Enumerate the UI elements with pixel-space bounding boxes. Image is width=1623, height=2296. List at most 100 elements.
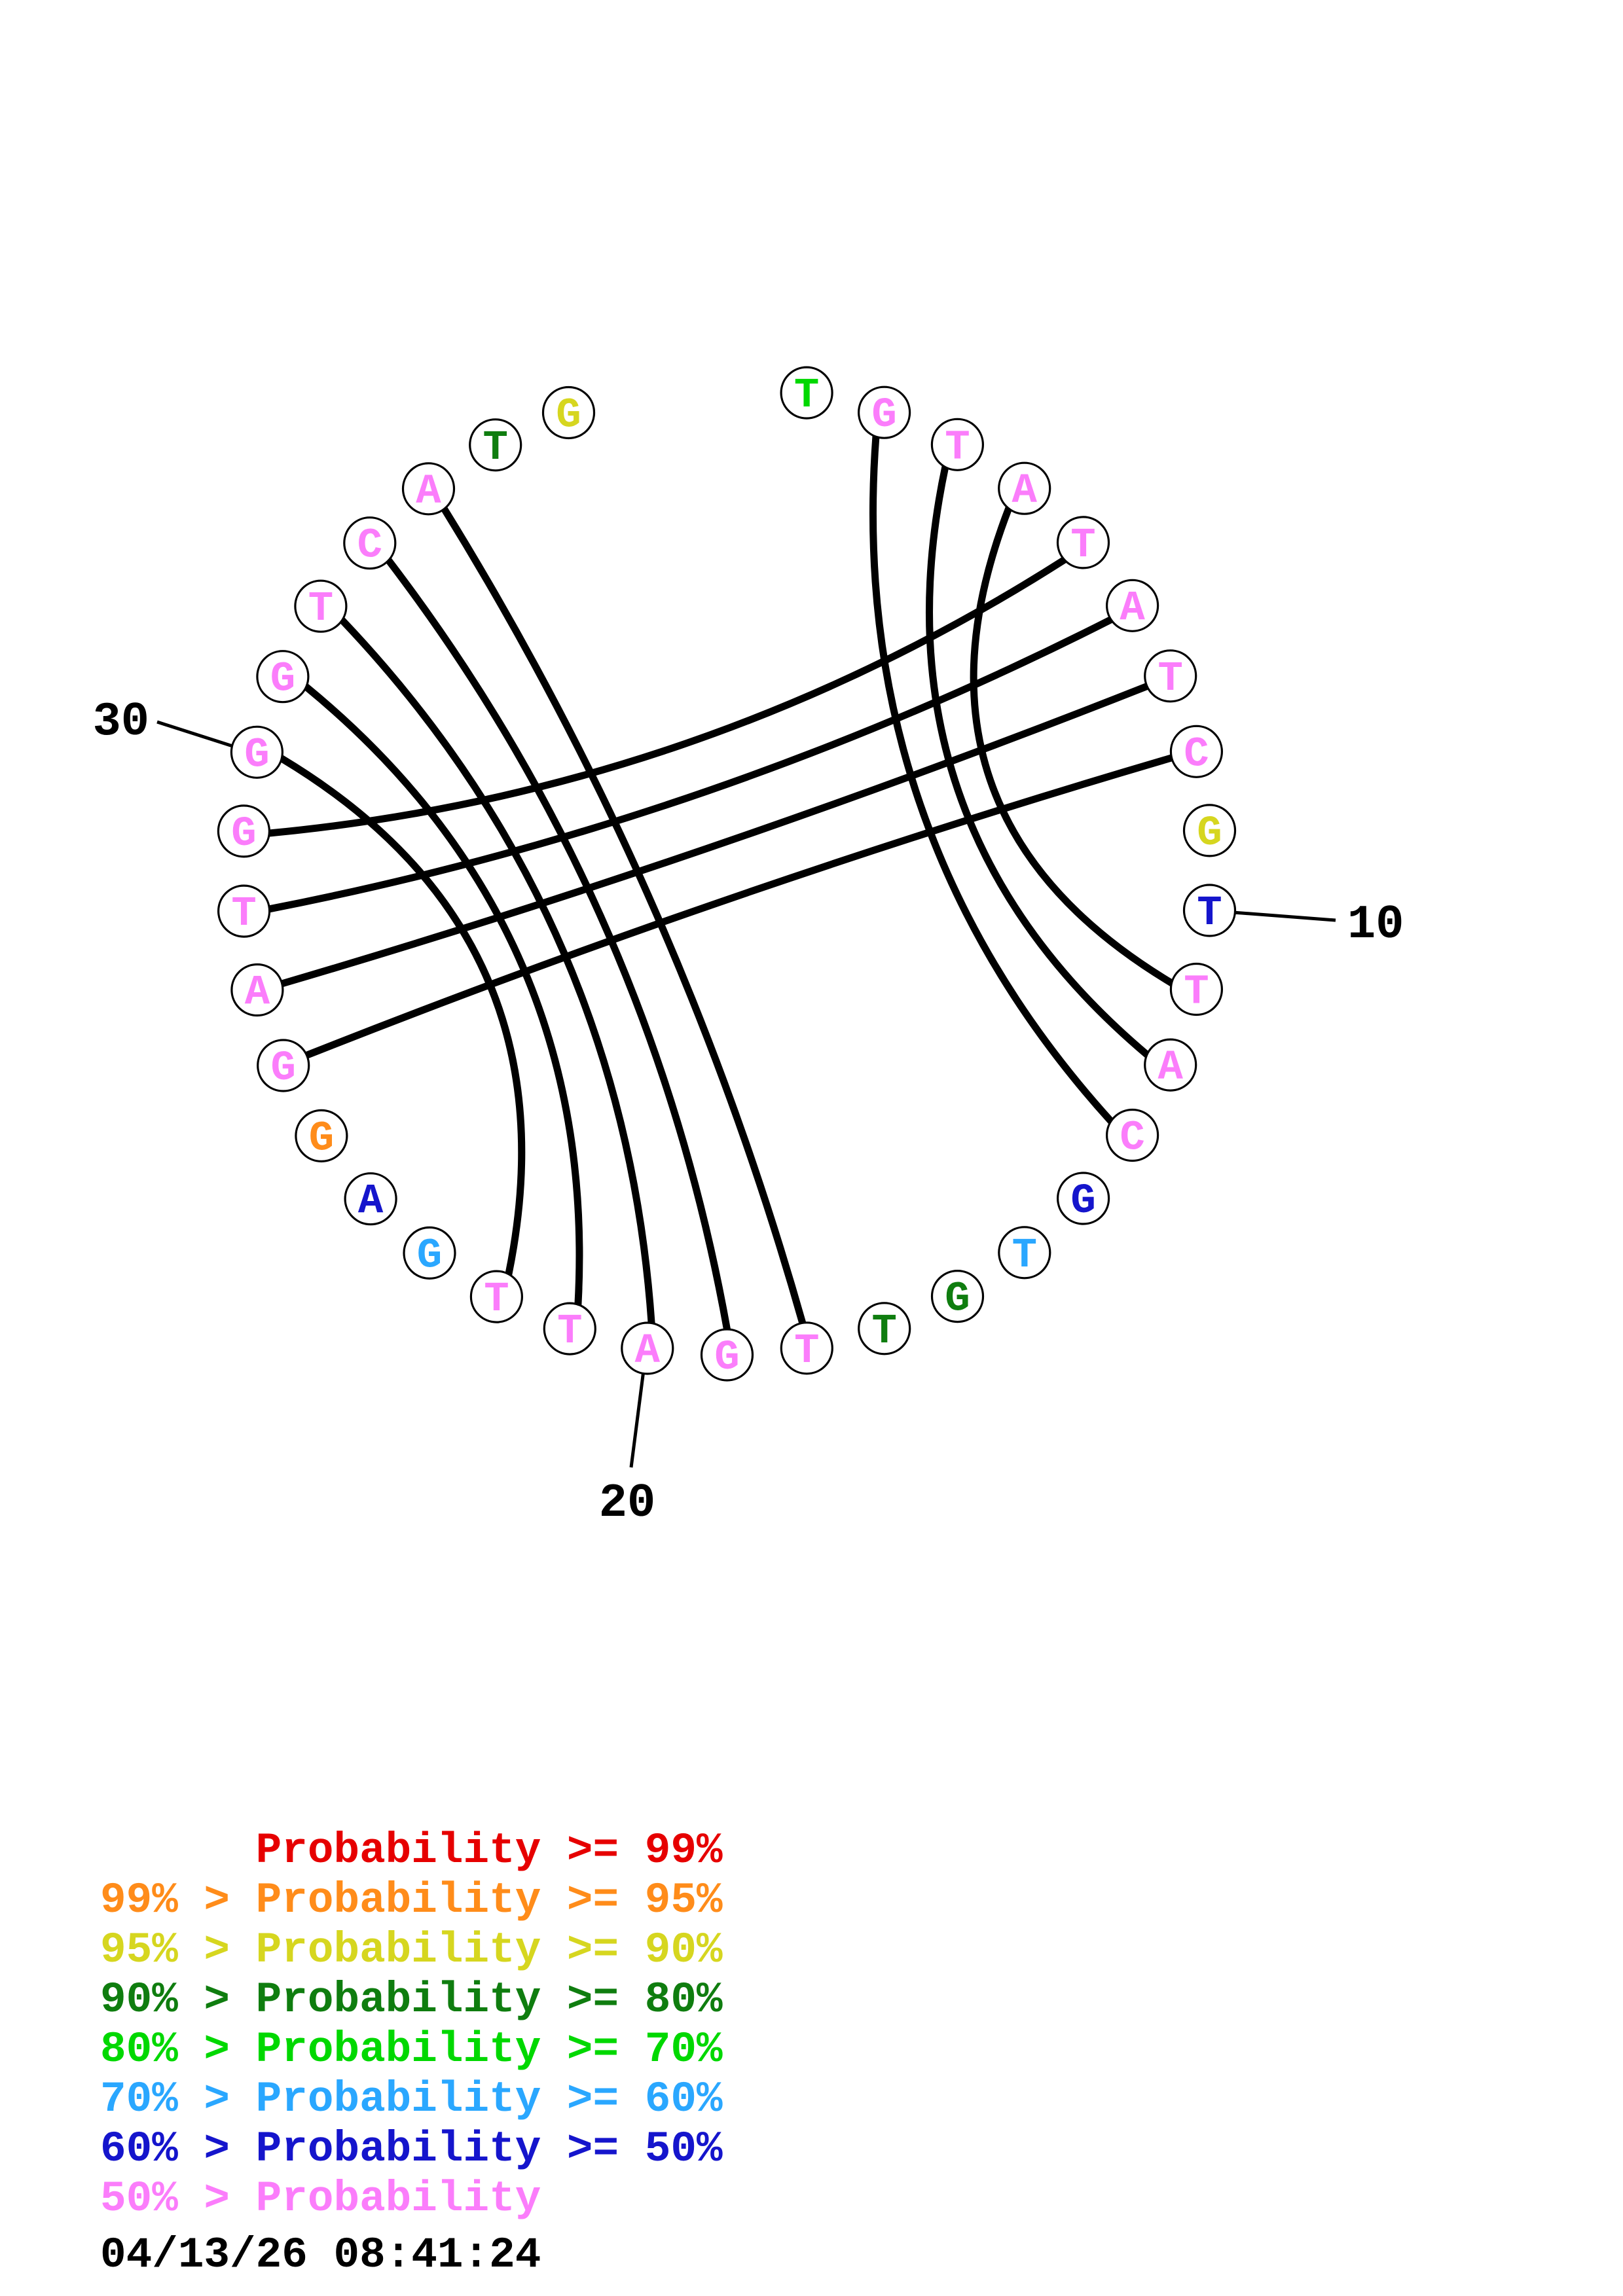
tick-line — [156, 720, 233, 748]
base-pair-chord — [441, 505, 807, 1327]
nucleotide-circle — [343, 516, 397, 570]
base-pair-chord — [970, 505, 1176, 987]
nucleotide-base: T — [794, 1328, 819, 1375]
nucleotide-base: G — [309, 1115, 334, 1162]
nucleotide-circle — [930, 1269, 985, 1323]
base-pair-chord — [338, 617, 655, 1327]
nucleotide-base: T — [1197, 890, 1222, 937]
position-label: 10 — [1347, 898, 1404, 952]
nucleotide-circle — [998, 461, 1051, 515]
nucleotide-circle — [1169, 962, 1224, 1016]
nucleotide-base: A — [1120, 585, 1145, 632]
nucleotide-base: C — [357, 523, 382, 570]
legend-line: 50% > Probability — [100, 2174, 541, 2223]
nucleotide-circle — [1182, 804, 1237, 857]
nucleotide-base: G — [270, 656, 295, 704]
nucleotide-base: A — [635, 1328, 661, 1375]
base-pair-chord — [385, 556, 731, 1333]
nucleotide-circle — [1105, 1108, 1159, 1162]
nucleotide-base: T — [231, 891, 256, 938]
nucleotide-circle — [998, 1226, 1051, 1280]
legend-line: 90% > Probability >= 80% — [100, 1975, 723, 2024]
nucleotide-circle — [780, 1321, 833, 1375]
nucleotide-base: C — [1184, 731, 1209, 778]
nucleotide-base: T — [308, 586, 333, 633]
nucleotide-base: T — [945, 424, 970, 471]
nucleotide-base: G — [871, 392, 896, 439]
base-pair-chord — [278, 755, 526, 1278]
nucleotide-base: A — [1158, 1045, 1183, 1092]
nucleotide-base: A — [358, 1179, 384, 1226]
legend-line: 99% > Probability >= 95% — [100, 1876, 723, 1925]
position-label: 30 — [93, 695, 149, 749]
legend-line: 70% > Probability >= 60% — [100, 2075, 723, 2124]
base-pair-chord — [265, 556, 1068, 837]
nucleotide-base: T — [1184, 969, 1209, 1016]
nucleotide-circle — [1105, 579, 1159, 632]
nucleotide-base: A — [245, 970, 270, 1017]
nucleotide-base: T — [794, 372, 819, 420]
base-pair-chord — [302, 683, 583, 1308]
nucleotide-circle — [256, 650, 310, 704]
nucleotide-base: T — [557, 1308, 582, 1355]
legend-line: Probability >= 99% — [100, 1826, 723, 1875]
nucleotide-circle — [295, 1109, 348, 1163]
nucleotide-circle — [1144, 1038, 1197, 1092]
base-pair-chord — [302, 754, 1176, 1059]
base-pair-chord — [278, 683, 1151, 988]
nucleotide-circle — [469, 418, 522, 472]
nucleotide-base: T — [484, 1276, 509, 1323]
nucleotide-circle — [257, 1039, 310, 1092]
nucleotide-circle — [217, 884, 271, 938]
nucleotide-base: T — [483, 425, 507, 472]
nucleotide-base: G — [244, 732, 269, 779]
nucleotide-base: A — [1012, 468, 1037, 515]
nucleotide-base: G — [1197, 810, 1222, 857]
legend-line: 95% > Probability >= 90% — [100, 1926, 723, 1975]
nucleotide-circle — [541, 386, 596, 440]
nucleotide-circle — [469, 1270, 524, 1323]
probability-legend: Probability >= 99% 99% > Probability >= 9… — [100, 1826, 723, 2224]
nucleotide-base: G — [231, 811, 256, 858]
nucleotide-base: G — [945, 1276, 970, 1323]
nucleotide-circle — [543, 1302, 596, 1355]
nucleotide-circle — [217, 804, 270, 858]
nucleotide-base: G — [714, 1335, 739, 1382]
base-pair-chord — [925, 463, 1151, 1058]
nucleotide-circle — [780, 366, 833, 420]
nucleotide-circle — [344, 1172, 397, 1226]
nucleotide-base: T — [871, 1308, 896, 1355]
legend-line: 80% > Probability >= 70% — [100, 2025, 723, 2074]
nucleotide-circle — [1144, 649, 1197, 703]
nucleotide-circle — [621, 1321, 674, 1375]
tick-line — [629, 1373, 645, 1468]
nucleotide-base: G — [270, 1045, 295, 1092]
nucleotide-circle — [294, 579, 348, 633]
nucleotide-base: G — [1070, 1178, 1095, 1225]
nucleotide-base: T — [1012, 1232, 1037, 1280]
tick-line — [1235, 910, 1336, 922]
nucleotide-base: T — [1070, 522, 1095, 569]
nucleotide-circle — [230, 963, 284, 1017]
position-label: 20 — [599, 1477, 655, 1530]
legend-line: 60% > Probability >= 50% — [100, 2125, 723, 2174]
nucleotide-circle — [858, 1302, 911, 1355]
nucleotide-base: G — [417, 1232, 442, 1280]
base-pair-chord — [869, 433, 1115, 1125]
nucleotide-circle — [403, 1226, 456, 1280]
nucleotide-circle — [1056, 1172, 1110, 1225]
nucleotide-circle — [1182, 884, 1237, 937]
nucleotide-circle — [857, 386, 911, 439]
nucleotide-base: G — [556, 393, 581, 440]
nucleotide-circle — [930, 418, 985, 471]
nucleotide-circle — [1169, 725, 1224, 778]
nucleotide-circle — [401, 462, 456, 516]
nucleotide-circle — [1056, 516, 1110, 569]
nucleotide-base: T — [1158, 656, 1182, 703]
nucleotide-circle — [700, 1328, 754, 1382]
nucleotide-base: C — [1120, 1115, 1144, 1162]
timestamp: 04/13/26 08:41:24 — [100, 2231, 541, 2280]
base-pair-chord — [266, 616, 1115, 913]
